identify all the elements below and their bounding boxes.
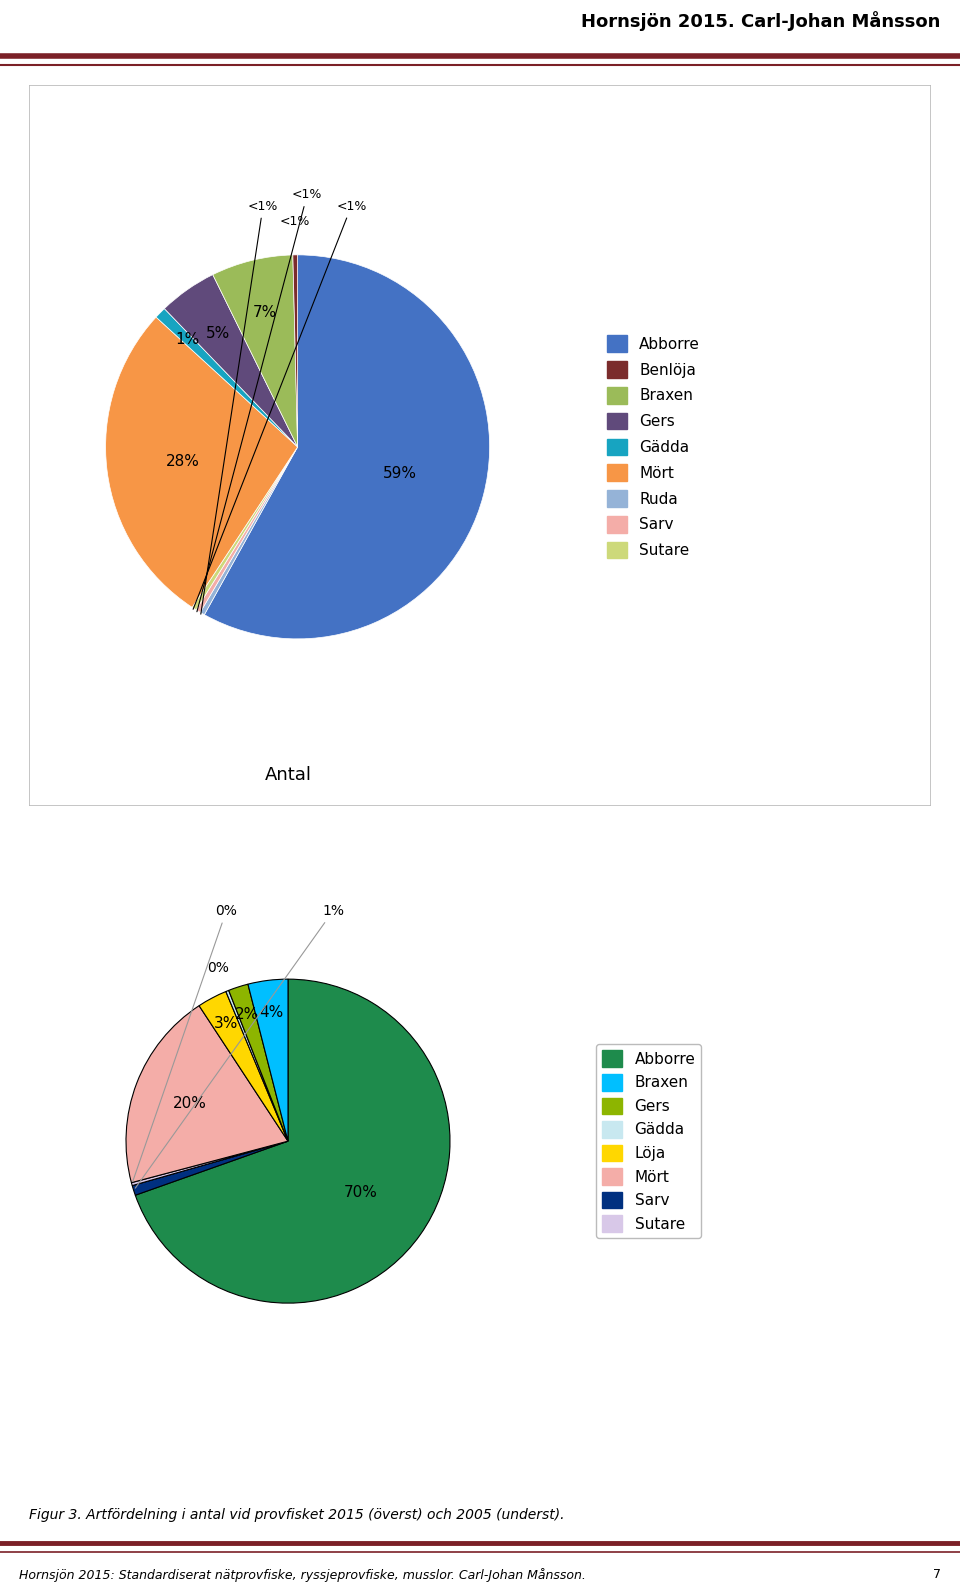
Text: <1%: <1% <box>279 215 310 228</box>
Text: Hornsjön 2015. Carl-Johan Månsson: Hornsjön 2015. Carl-Johan Månsson <box>582 11 941 30</box>
Text: Hornsjön 2015: Standardiserat nätprovfiske, ryssjeprovfiske, musslor. Carl-Johan: Hornsjön 2015: Standardiserat nätprovfis… <box>19 1567 586 1582</box>
Wedge shape <box>126 1005 288 1183</box>
Legend: Abborre, Benlöja, Braxen, Gers, Gädda, Mört, Ruda, Sarv, Sutare: Abborre, Benlöja, Braxen, Gers, Gädda, M… <box>601 329 707 565</box>
Wedge shape <box>132 1141 288 1186</box>
Title: Antal: Antal <box>265 766 311 784</box>
Text: 3%: 3% <box>214 1017 238 1031</box>
Text: 1%: 1% <box>135 903 345 1187</box>
Wedge shape <box>135 978 450 1304</box>
Text: 59%: 59% <box>383 466 417 480</box>
Text: 2%: 2% <box>235 1007 259 1021</box>
Text: <1%: <1% <box>201 200 278 614</box>
Text: 70%: 70% <box>344 1186 377 1200</box>
Wedge shape <box>132 1141 288 1195</box>
Wedge shape <box>156 308 298 447</box>
Wedge shape <box>164 275 298 447</box>
Text: 0%: 0% <box>207 961 229 975</box>
Wedge shape <box>192 447 298 610</box>
Text: 7: 7 <box>933 1569 941 1582</box>
Text: 28%: 28% <box>166 453 201 469</box>
Wedge shape <box>226 991 288 1141</box>
Wedge shape <box>248 978 288 1141</box>
Legend: Abborre, Braxen, Gers, Gädda, Löja, Mört, Sarv, Sutare: Abborre, Braxen, Gers, Gädda, Löja, Mört… <box>596 1044 702 1238</box>
Text: Figur 3. Artfördelning i antal vid provfisket 2015 (överst) och 2005 (underst).: Figur 3. Artfördelning i antal vid provf… <box>29 1508 564 1521</box>
Wedge shape <box>201 447 298 614</box>
Text: <1%: <1% <box>193 200 367 610</box>
Wedge shape <box>228 985 288 1141</box>
Wedge shape <box>213 255 298 447</box>
Text: 5%: 5% <box>206 326 230 342</box>
Wedge shape <box>199 991 288 1141</box>
Wedge shape <box>106 318 298 608</box>
Wedge shape <box>196 447 298 613</box>
Text: 7%: 7% <box>252 305 276 321</box>
Wedge shape <box>204 255 490 638</box>
Text: 1%: 1% <box>176 332 200 346</box>
Text: 4%: 4% <box>260 1005 284 1020</box>
Text: <1%: <1% <box>197 188 323 611</box>
Wedge shape <box>293 255 298 447</box>
Text: 0%: 0% <box>132 903 237 1181</box>
Text: 20%: 20% <box>173 1096 206 1111</box>
